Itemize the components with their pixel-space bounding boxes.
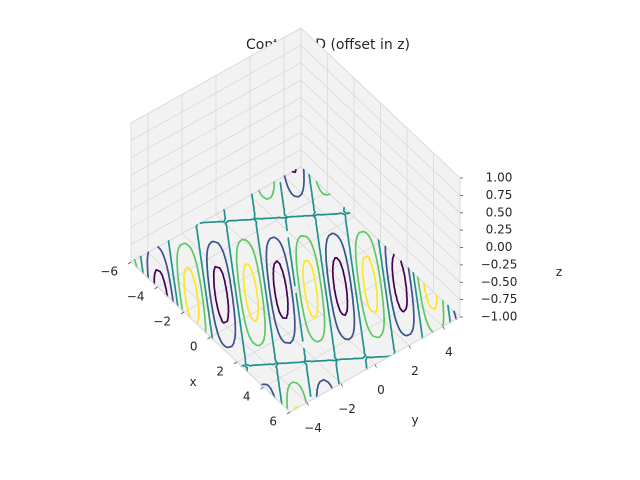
z-grid-line-right [300, 132, 461, 283]
y-tick-mark [340, 383, 343, 387]
z-grid-line-right [300, 97, 461, 248]
z-tick-label: −0.25 [481, 257, 518, 271]
x-tick-mark [127, 261, 132, 265]
x-tick-mark [207, 336, 211, 340]
x-tick-mark [180, 311, 185, 315]
z-tick-label: −1.00 [481, 310, 518, 324]
z-grid-line-left [130, 45, 302, 141]
z-grid-line-left [130, 27, 302, 124]
contour-level-0 [153, 169, 408, 324]
x-tick-label: −4 [127, 290, 145, 304]
y-tick-mark [306, 402, 309, 406]
z-tick-label: −0.75 [481, 292, 518, 306]
grid-lines [130, 27, 461, 413]
x-tick-label: 2 [216, 365, 224, 379]
x-tick-mark [233, 361, 238, 365]
contour-level-3 [133, 180, 445, 411]
y-tick-label: 4 [445, 345, 453, 359]
z-grid-line-left [130, 79, 302, 176]
z-grid-line-right [300, 45, 461, 196]
z-grid-line-left [130, 149, 302, 245]
y-tick-label: −2 [338, 402, 356, 416]
x-axis-label: x [189, 375, 196, 389]
z-grid-line-right [300, 166, 461, 318]
z-grid-line-right [300, 79, 461, 231]
z-grid-line-left [130, 131, 302, 228]
z-grid-line-left [130, 62, 302, 159]
z-tick-label: −0.50 [481, 275, 518, 289]
contour-level-2 [139, 173, 452, 406]
z-grid-line-left [130, 97, 302, 193]
axis-lines [127, 177, 463, 415]
z-axis-label: z [556, 265, 562, 279]
y-grid-line-floor [147, 252, 308, 403]
z-grid-line-right [300, 149, 461, 300]
axis-panes [130, 27, 461, 413]
z-tick-label: 0.00 [486, 240, 513, 254]
contour-level-4 [183, 255, 438, 410]
x-tick-label: 4 [243, 390, 251, 404]
z-tick-label: 0.50 [486, 205, 513, 219]
y-tick-mark [374, 364, 377, 368]
contour-level-1 [146, 168, 458, 399]
x-tick-mark [154, 286, 158, 290]
y-tick-label: −4 [304, 421, 322, 435]
z-grid-line-right [300, 27, 461, 179]
y-tick-label: 2 [411, 364, 419, 378]
z-grid-line-left [130, 114, 302, 211]
y-axis-label: y [411, 413, 418, 427]
z-grid-line-left [130, 166, 302, 263]
x-tick-label: 0 [190, 340, 198, 354]
z-tick-label: 1.00 [486, 171, 513, 185]
z-grid-line-right [300, 114, 461, 266]
x-tick-label: 6 [269, 415, 277, 429]
y-tick-label: 0 [377, 383, 385, 397]
z-tick-label: 0.75 [486, 188, 513, 202]
x-tick-mark [286, 411, 291, 415]
y-grid-line-floor [249, 195, 410, 346]
y-tick-mark [408, 345, 411, 349]
x-tick-mark [260, 386, 264, 390]
z-tick-label: 0.25 [486, 223, 513, 237]
x-tick-label: −6 [100, 265, 118, 279]
y-grid-line-floor [283, 176, 444, 327]
x-tick-label: −2 [153, 315, 171, 329]
y-grid-line-floor [181, 233, 342, 384]
y-tick-mark [442, 326, 445, 330]
tick-labels: −6 −4 −2 0 2 4 6 −4 −2 0 2 4 −1.00 −0.75 −0.50 −0.25 0.0… [100, 171, 517, 436]
contour-lines [133, 168, 458, 411]
z-grid-line-right [300, 62, 461, 214]
